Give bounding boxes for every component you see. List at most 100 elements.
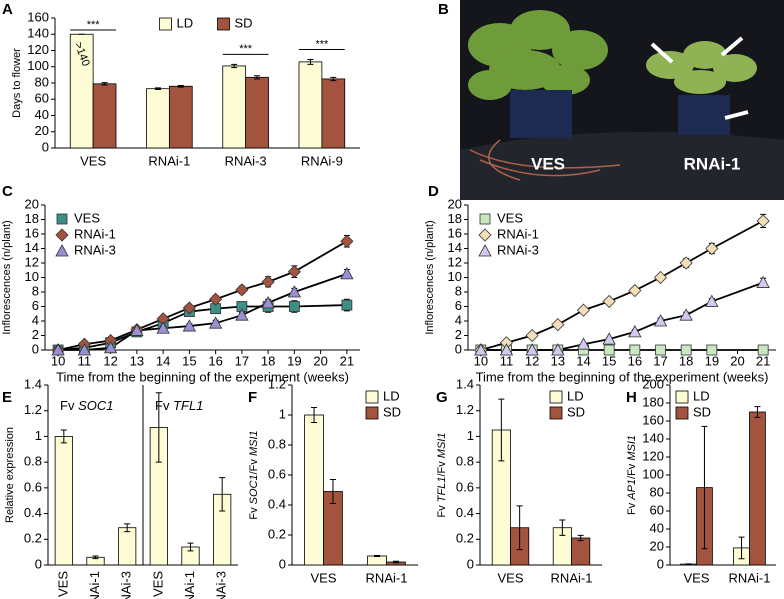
- series-line: [480, 281, 764, 351]
- point: [51, 343, 65, 356]
- point: [182, 319, 197, 332]
- significance-label: ***: [87, 19, 101, 31]
- x-tick-label: VES: [55, 571, 70, 597]
- y-tick-label: 1.4: [456, 376, 474, 391]
- point: [756, 214, 770, 228]
- x-tick-label: VES: [150, 571, 165, 597]
- photo-floor: [460, 132, 784, 200]
- panel-letter: D: [428, 183, 439, 200]
- legend-label: RNAi-1: [74, 226, 116, 241]
- point: [602, 294, 616, 308]
- x-tick-label: 16: [628, 353, 642, 368]
- x-tick-label: VES: [497, 570, 523, 585]
- photo-label: VES: [531, 154, 565, 173]
- error-bar: [177, 84, 184, 88]
- bar: [304, 414, 324, 566]
- legend-swatch: [549, 406, 563, 420]
- y-axis-label: Days to flower: [11, 48, 23, 118]
- label-part: Fv: [436, 502, 448, 517]
- error-bar: [254, 75, 261, 80]
- error-bar: [738, 536, 745, 560]
- y-tick-label: 0.6: [268, 466, 286, 481]
- y-tick-label: 160: [27, 9, 49, 24]
- point: [235, 308, 249, 321]
- legend-swatch: [365, 390, 379, 404]
- bar: [222, 65, 247, 149]
- bar: [321, 78, 346, 149]
- point: [287, 265, 301, 279]
- y-tick-label: 4: [32, 312, 39, 327]
- y-tick-label: 0: [42, 139, 49, 154]
- y-tick-label: 18: [448, 211, 462, 226]
- legend-swatch: [365, 406, 379, 420]
- bar: [298, 61, 323, 149]
- y-tick-label: 1: [279, 406, 286, 421]
- y-tick-label: 0.6: [456, 479, 474, 494]
- photo-arrows: [650, 36, 749, 120]
- point: [340, 267, 354, 280]
- point: [103, 340, 118, 354]
- bar: [749, 411, 766, 566]
- x-tick-label: RNAi-1: [551, 570, 593, 585]
- significance-label: ***: [315, 38, 329, 50]
- x-tick-label: 14: [576, 353, 590, 368]
- point: [551, 343, 565, 356]
- point: [757, 344, 769, 356]
- y-tick-label: 8: [32, 283, 39, 298]
- photo-label: RNAi-1: [684, 154, 741, 173]
- bar: [245, 76, 269, 149]
- y-tick-label: 4: [455, 312, 462, 327]
- y-tick-label: 120: [642, 448, 664, 463]
- point: [551, 318, 565, 332]
- error-bar: [307, 58, 314, 65]
- y-tick-label: 14: [448, 240, 462, 255]
- point: [525, 328, 539, 343]
- label-part: Fv: [248, 504, 260, 519]
- label-part: SOC1: [78, 398, 113, 413]
- group-label: Fv TFL1: [155, 398, 203, 413]
- label-part: AP1: [626, 479, 638, 501]
- point: [130, 323, 144, 336]
- y-axis-label: Relative expression: [4, 427, 16, 523]
- x-tick-label: 16: [208, 353, 222, 368]
- x-tick-label: 20: [313, 353, 327, 368]
- y-tick-label: 6: [32, 298, 39, 313]
- bar: [146, 88, 170, 149]
- legend-marker: [55, 228, 69, 242]
- y-tick-label: 1.4: [24, 376, 42, 391]
- x-tick-label: 15: [602, 353, 616, 368]
- x-tick-label: RNAi-9: [301, 153, 343, 168]
- error-bar: [60, 429, 67, 444]
- y-tick-label: 0.8: [456, 454, 474, 469]
- error-bar: [124, 523, 131, 533]
- point: [705, 294, 719, 307]
- point: [576, 337, 591, 350]
- panel-letter: H: [626, 389, 637, 406]
- y-tick-label: 0.2: [456, 531, 474, 546]
- x-tick-label: 10: [51, 353, 65, 368]
- point: [288, 301, 300, 312]
- point: [341, 299, 353, 311]
- point: [499, 343, 514, 356]
- error-bar: [498, 398, 505, 462]
- y-tick-label: 0: [657, 556, 664, 571]
- error-bar: [559, 519, 566, 536]
- legend-label: LD: [567, 388, 584, 403]
- x-tick-label: RNAi-1: [182, 571, 197, 599]
- point: [628, 325, 642, 338]
- point: [756, 275, 770, 288]
- x-tick-label: 15: [182, 353, 196, 368]
- y-tick-label: 1: [467, 428, 474, 443]
- x-tick-label: 21: [340, 353, 354, 368]
- y-tick-label: 160: [642, 412, 664, 427]
- y-axis-label: Inflorescences (n/plant): [424, 220, 436, 334]
- x-tick-label: 19: [287, 353, 301, 368]
- legend-label: VES: [74, 210, 100, 225]
- point: [182, 301, 196, 315]
- y-tick-label: 80: [650, 484, 664, 499]
- legend-label: LD: [693, 388, 710, 403]
- series-line: [58, 304, 347, 351]
- error-bar: [516, 505, 523, 551]
- x-axis-label: Time from the beginning of the experimen…: [56, 369, 349, 384]
- y-tick-label: 1: [35, 428, 42, 443]
